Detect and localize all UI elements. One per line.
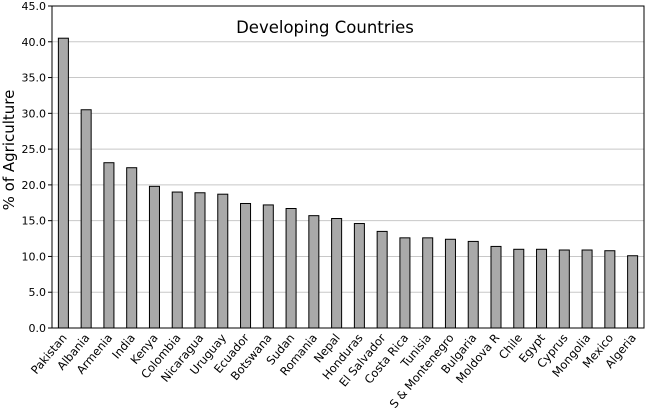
bar-mongolia bbox=[581, 249, 593, 329]
y-tick-label: 20.0 bbox=[22, 179, 47, 192]
bar-honduras bbox=[353, 223, 365, 329]
bar-kenya bbox=[148, 185, 160, 329]
bar-egypt bbox=[536, 248, 548, 329]
y-tick-label: 45.0 bbox=[22, 0, 47, 13]
y-tick-label: 25.0 bbox=[22, 143, 47, 156]
bar-sudan bbox=[285, 208, 297, 329]
bar-algeria bbox=[627, 255, 639, 329]
bar-romania bbox=[308, 215, 320, 329]
y-tick-label: 0.0 bbox=[29, 322, 47, 335]
y-tick-label: 15.0 bbox=[22, 215, 47, 228]
plot-frame bbox=[51, 5, 645, 329]
y-tick-label: 30.0 bbox=[22, 107, 47, 120]
bar-uruguay bbox=[217, 193, 229, 329]
y-tick-label: 40.0 bbox=[22, 36, 47, 49]
bar-el-salvador bbox=[376, 230, 388, 329]
bar-india bbox=[126, 167, 138, 329]
y-tick-label: 35.0 bbox=[22, 72, 47, 85]
bar-armenia bbox=[103, 162, 115, 329]
bar-colombia bbox=[171, 191, 183, 329]
bar-cyprus bbox=[558, 249, 570, 329]
bar-ecuador bbox=[240, 202, 252, 329]
y-tick-label: 10.0 bbox=[22, 250, 47, 263]
bar-botswana bbox=[262, 204, 274, 329]
grid-lines bbox=[52, 41, 644, 293]
bar-tunisia bbox=[422, 237, 434, 329]
y-tick-label: 5.0 bbox=[29, 286, 47, 299]
chart-title: Developing Countries bbox=[236, 18, 414, 37]
bar-moldova-r bbox=[490, 245, 502, 329]
bar-nepal bbox=[331, 218, 343, 329]
bar-costa-rica bbox=[399, 237, 411, 329]
bar-nicaragua bbox=[194, 192, 206, 329]
bar-bulgaria bbox=[467, 240, 479, 329]
bar-albania bbox=[80, 109, 92, 329]
bar-pakistan bbox=[57, 37, 69, 329]
x-axis-labels: PakistanAlbaniaArmeniaIndiaKenyaColombia… bbox=[28, 331, 639, 411]
bar-s-montenegro bbox=[444, 238, 456, 329]
y-axis-ticks: 0.0 5.0 10.0 15.0 20.0 25.0 30.0 35.0 40.0 45.0 bbox=[22, 0, 52, 335]
bar-mexico bbox=[604, 250, 616, 329]
bars bbox=[57, 37, 639, 329]
bar-chile bbox=[513, 248, 525, 329]
y-axis-label: % of Agriculture bbox=[0, 90, 18, 211]
